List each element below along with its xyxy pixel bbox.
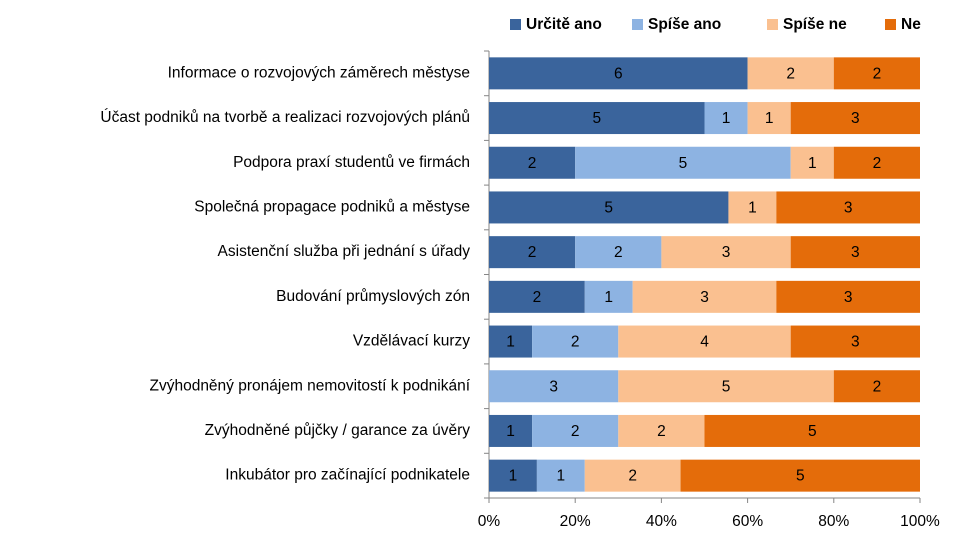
legend-swatch <box>510 19 521 30</box>
bar-segment <box>489 414 533 447</box>
category-label: Podpora praxí studentů ve firmách <box>233 154 470 171</box>
data-label: 3 <box>844 200 853 217</box>
legend-text: Ne <box>901 16 921 33</box>
bar-segment <box>704 102 748 135</box>
x-tick-label: 80% <box>818 513 849 530</box>
bar-segment <box>532 325 619 358</box>
bar-segment <box>833 57 920 90</box>
data-label: 2 <box>533 289 542 306</box>
legend-text: Určitě ano <box>526 16 602 33</box>
bar-segment <box>575 146 791 179</box>
data-label: 2 <box>786 65 795 82</box>
bar-segment <box>790 325 920 358</box>
data-label: 2 <box>657 423 666 440</box>
data-label: 1 <box>765 110 774 127</box>
legend-text: Spíše ne <box>783 16 847 33</box>
x-tick-label: 60% <box>732 513 763 530</box>
data-label: 2 <box>873 378 882 395</box>
bar-segment <box>747 102 791 135</box>
category-label: Informace o rozvojových záměrech městyse <box>168 64 470 81</box>
bar-segment <box>790 102 920 135</box>
data-label: 1 <box>557 468 566 485</box>
category-label: Zvýhodněný pronájem nemovitostí k podnik… <box>149 377 470 394</box>
x-tick-label: 0% <box>478 513 501 530</box>
x-tick-label: 20% <box>560 513 591 530</box>
data-label: 2 <box>873 155 882 172</box>
category-label: Asistenční služba při jednání s úřady <box>218 243 471 260</box>
bar-segment <box>661 236 791 269</box>
data-label: 5 <box>722 378 731 395</box>
bar-segment <box>747 57 834 90</box>
bar-segment <box>489 325 533 358</box>
legend-swatch <box>767 19 778 30</box>
data-label: 3 <box>844 289 853 306</box>
bar-segment <box>618 414 705 447</box>
data-label: 1 <box>506 334 515 351</box>
category-label: Inkubátor pro začínající podnikatele <box>225 467 470 484</box>
data-label: 3 <box>722 244 731 261</box>
bar-segment <box>728 191 777 224</box>
data-label: 5 <box>604 200 613 217</box>
data-label: 3 <box>851 334 860 351</box>
bar-segment <box>776 280 920 313</box>
data-label: 3 <box>700 289 709 306</box>
legend-swatch <box>632 19 643 30</box>
bar-segment <box>489 370 619 403</box>
data-label: 1 <box>808 155 817 172</box>
bar-segment <box>618 325 791 358</box>
category-label: Společná propagace podniků a městyse <box>194 199 470 216</box>
category-label: Zvýhodněné půjčky / garance za úvěry <box>205 422 471 439</box>
data-label: 3 <box>851 244 860 261</box>
bar-segment <box>489 146 576 179</box>
legend-swatch <box>885 19 896 30</box>
bar-segment <box>489 459 537 492</box>
x-tick-label: 100% <box>900 513 940 530</box>
bar-segment <box>704 414 920 447</box>
data-label: 2 <box>571 334 580 351</box>
data-label: 5 <box>592 110 601 127</box>
data-label: 2 <box>614 244 623 261</box>
bar-segment <box>489 102 705 135</box>
bar-segment <box>833 146 920 179</box>
data-label: 2 <box>571 423 580 440</box>
data-label: 3 <box>851 110 860 127</box>
data-label: 2 <box>528 244 537 261</box>
x-tick-label: 40% <box>646 513 677 530</box>
data-label: 2 <box>528 155 537 172</box>
data-label: 2 <box>873 65 882 82</box>
bar-segment <box>790 236 920 269</box>
bar-segment <box>680 459 920 492</box>
data-label: 1 <box>722 110 731 127</box>
category-label: Vzdělávací kurzy <box>353 333 470 350</box>
data-label: 4 <box>700 334 709 351</box>
category-label: Budování průmyslových zón <box>276 288 470 305</box>
data-label: 5 <box>796 468 805 485</box>
legend-text: Spíše ano <box>648 16 721 33</box>
bar-segment <box>532 414 619 447</box>
data-label: 5 <box>808 423 817 440</box>
bar-segment <box>489 191 729 224</box>
bar-segment <box>489 236 576 269</box>
bar-segment <box>489 57 748 90</box>
bar-segment <box>618 370 834 403</box>
data-label: 3 <box>549 378 558 395</box>
bar-segment <box>632 280 777 313</box>
data-label: 1 <box>604 289 613 306</box>
bar-segment <box>584 280 633 313</box>
data-label: 6 <box>614 65 623 82</box>
data-label: 5 <box>679 155 688 172</box>
data-label: 1 <box>509 468 518 485</box>
bar-segment <box>536 459 585 492</box>
bar-segment <box>584 459 681 492</box>
data-label: 1 <box>748 200 757 217</box>
data-label: 2 <box>628 468 637 485</box>
bar-segment <box>776 191 920 224</box>
bar-segment <box>833 370 920 403</box>
bar-segment <box>790 146 834 179</box>
category-label: Účast podniků na tvorbě a realizaci rozv… <box>100 109 470 126</box>
bar-segment <box>489 280 585 313</box>
data-label: 1 <box>506 423 515 440</box>
bar-segment <box>575 236 662 269</box>
